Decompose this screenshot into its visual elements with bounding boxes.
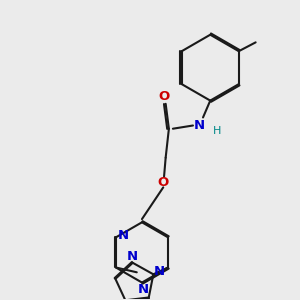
Text: N: N (118, 229, 129, 242)
Text: H: H (213, 126, 222, 136)
Text: N: N (138, 283, 149, 296)
Text: N: N (154, 265, 165, 278)
Text: O: O (158, 176, 169, 189)
Text: O: O (158, 90, 170, 103)
Text: N: N (126, 250, 137, 262)
Text: N: N (194, 119, 205, 132)
